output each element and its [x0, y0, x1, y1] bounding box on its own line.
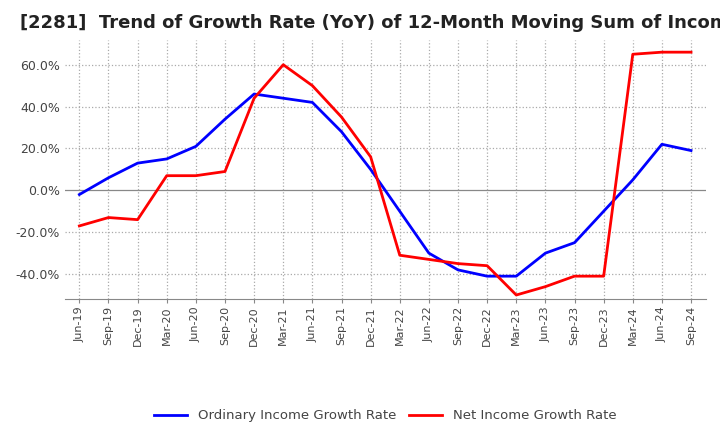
Net Income Growth Rate [279, 62, 287, 67]
Net Income Growth Rate [687, 50, 696, 55]
Net Income Growth Rate [570, 274, 579, 279]
Net Income Growth Rate [425, 257, 433, 262]
Net Income Growth Rate [104, 215, 113, 220]
Net Income Growth Rate [192, 173, 200, 178]
Ordinary Income Growth Rate [192, 144, 200, 149]
Ordinary Income Growth Rate [629, 177, 637, 183]
Ordinary Income Growth Rate [657, 142, 666, 147]
Net Income Growth Rate [337, 114, 346, 120]
Net Income Growth Rate [395, 253, 404, 258]
Legend: Ordinary Income Growth Rate, Net Income Growth Rate: Ordinary Income Growth Rate, Net Income … [149, 404, 621, 428]
Ordinary Income Growth Rate [250, 92, 258, 97]
Ordinary Income Growth Rate [541, 250, 550, 256]
Net Income Growth Rate [541, 284, 550, 289]
Ordinary Income Growth Rate [570, 240, 579, 246]
Net Income Growth Rate [483, 263, 492, 268]
Ordinary Income Growth Rate [425, 250, 433, 256]
Ordinary Income Growth Rate [395, 209, 404, 214]
Ordinary Income Growth Rate [133, 161, 142, 166]
Ordinary Income Growth Rate [512, 274, 521, 279]
Ordinary Income Growth Rate [483, 274, 492, 279]
Ordinary Income Growth Rate [687, 148, 696, 153]
Line: Ordinary Income Growth Rate: Ordinary Income Growth Rate [79, 94, 691, 276]
Ordinary Income Growth Rate [454, 267, 462, 272]
Net Income Growth Rate [250, 95, 258, 101]
Net Income Growth Rate [366, 154, 375, 159]
Net Income Growth Rate [454, 261, 462, 266]
Net Income Growth Rate [599, 274, 608, 279]
Net Income Growth Rate [512, 292, 521, 297]
Net Income Growth Rate [133, 217, 142, 222]
Ordinary Income Growth Rate [279, 95, 287, 101]
Net Income Growth Rate [657, 50, 666, 55]
Ordinary Income Growth Rate [104, 175, 113, 180]
Net Income Growth Rate [163, 173, 171, 178]
Net Income Growth Rate [629, 51, 637, 57]
Ordinary Income Growth Rate [75, 192, 84, 197]
Ordinary Income Growth Rate [308, 100, 317, 105]
Ordinary Income Growth Rate [366, 167, 375, 172]
Ordinary Income Growth Rate [599, 209, 608, 214]
Ordinary Income Growth Rate [220, 117, 229, 122]
Title: [2281]  Trend of Growth Rate (YoY) of 12-Month Moving Sum of Incomes: [2281] Trend of Growth Rate (YoY) of 12-… [19, 15, 720, 33]
Net Income Growth Rate [308, 83, 317, 88]
Net Income Growth Rate [75, 223, 84, 228]
Ordinary Income Growth Rate [163, 156, 171, 161]
Ordinary Income Growth Rate [337, 129, 346, 134]
Line: Net Income Growth Rate: Net Income Growth Rate [79, 52, 691, 295]
Net Income Growth Rate [220, 169, 229, 174]
